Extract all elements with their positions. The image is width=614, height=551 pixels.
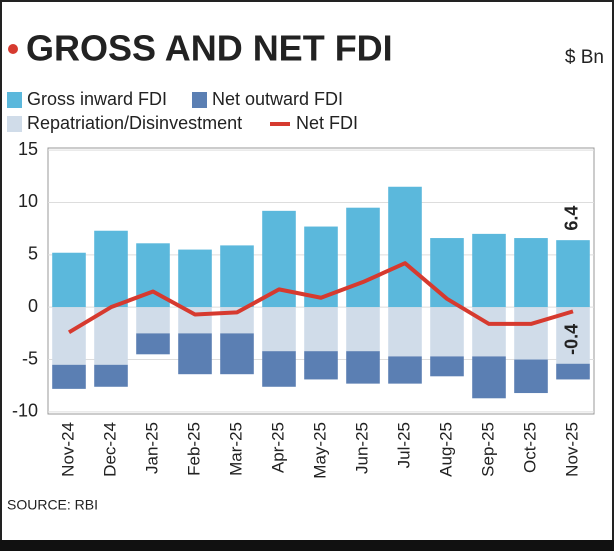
plot-frame	[47, 147, 595, 415]
bar	[136, 307, 170, 334]
bar	[346, 207, 380, 308]
bar	[262, 307, 296, 352]
bar	[556, 240, 590, 308]
data-label: 6.4	[562, 206, 582, 231]
bar	[94, 307, 128, 365]
y-tick-label: 10	[18, 191, 38, 211]
bar	[472, 356, 506, 399]
x-tick-label: Feb-25	[184, 422, 203, 476]
x-tick-label: Sep-25	[478, 422, 497, 477]
x-tick-label: Apr-25	[268, 422, 287, 473]
bar	[472, 233, 506, 308]
bar	[514, 238, 548, 308]
y-tick-label: -5	[22, 348, 38, 368]
bar	[430, 307, 464, 357]
bar	[94, 364, 128, 387]
legend-label: Net outward FDI	[212, 89, 343, 109]
bar	[52, 364, 86, 389]
y-tick-label: 5	[28, 244, 38, 264]
bar	[430, 238, 464, 308]
y-tick-label: -10	[12, 401, 38, 421]
bar	[346, 351, 380, 384]
bar	[514, 307, 548, 360]
bar	[178, 249, 212, 308]
bar	[94, 230, 128, 308]
legend-swatch	[7, 92, 22, 108]
x-tick-label: Aug-25	[436, 422, 455, 477]
x-tick-label: Mar-25	[226, 422, 245, 476]
x-tick-label: Jan-25	[142, 422, 161, 474]
bar	[262, 351, 296, 387]
bar	[178, 333, 212, 375]
x-tick-label: Jun-25	[352, 422, 371, 474]
y-tick-label: 0	[28, 296, 38, 316]
bar	[430, 356, 464, 377]
bar	[346, 307, 380, 352]
bar	[388, 307, 422, 357]
data-label: -0.4	[562, 324, 582, 355]
bar	[388, 356, 422, 384]
chart-title: GROSS AND NET FDI	[26, 28, 393, 69]
x-tick-label: Dec-24	[100, 422, 119, 477]
bar	[472, 307, 506, 357]
x-tick-label: Oct-25	[520, 422, 539, 473]
legend-swatch	[7, 116, 22, 132]
bar	[178, 307, 212, 334]
bar	[220, 245, 254, 308]
bar	[304, 351, 338, 380]
bar	[220, 333, 254, 375]
bar	[52, 307, 86, 365]
x-tick-label: Nov-25	[562, 422, 581, 477]
x-tick-label: May-25	[310, 422, 329, 479]
bottom-bar	[0, 540, 614, 551]
bar	[52, 252, 86, 308]
bar	[388, 186, 422, 308]
legend-label: Repatriation/Disinvestment	[27, 113, 242, 133]
x-tick-label: Nov-24	[58, 422, 77, 477]
bar	[556, 363, 590, 380]
title-dot	[8, 44, 18, 54]
source: SOURCE: RBI	[7, 497, 98, 513]
y-tick-label: 15	[18, 139, 38, 159]
legend-swatch	[192, 92, 207, 108]
bar	[514, 359, 548, 394]
bar	[304, 307, 338, 352]
legend-label: Net FDI	[296, 113, 358, 133]
unit: $ Bn	[565, 47, 604, 68]
bar	[136, 333, 170, 355]
line	[67, 261, 574, 335]
legend-label: Gross inward FDI	[27, 89, 167, 109]
x-tick-label: Jul-25	[394, 422, 413, 468]
